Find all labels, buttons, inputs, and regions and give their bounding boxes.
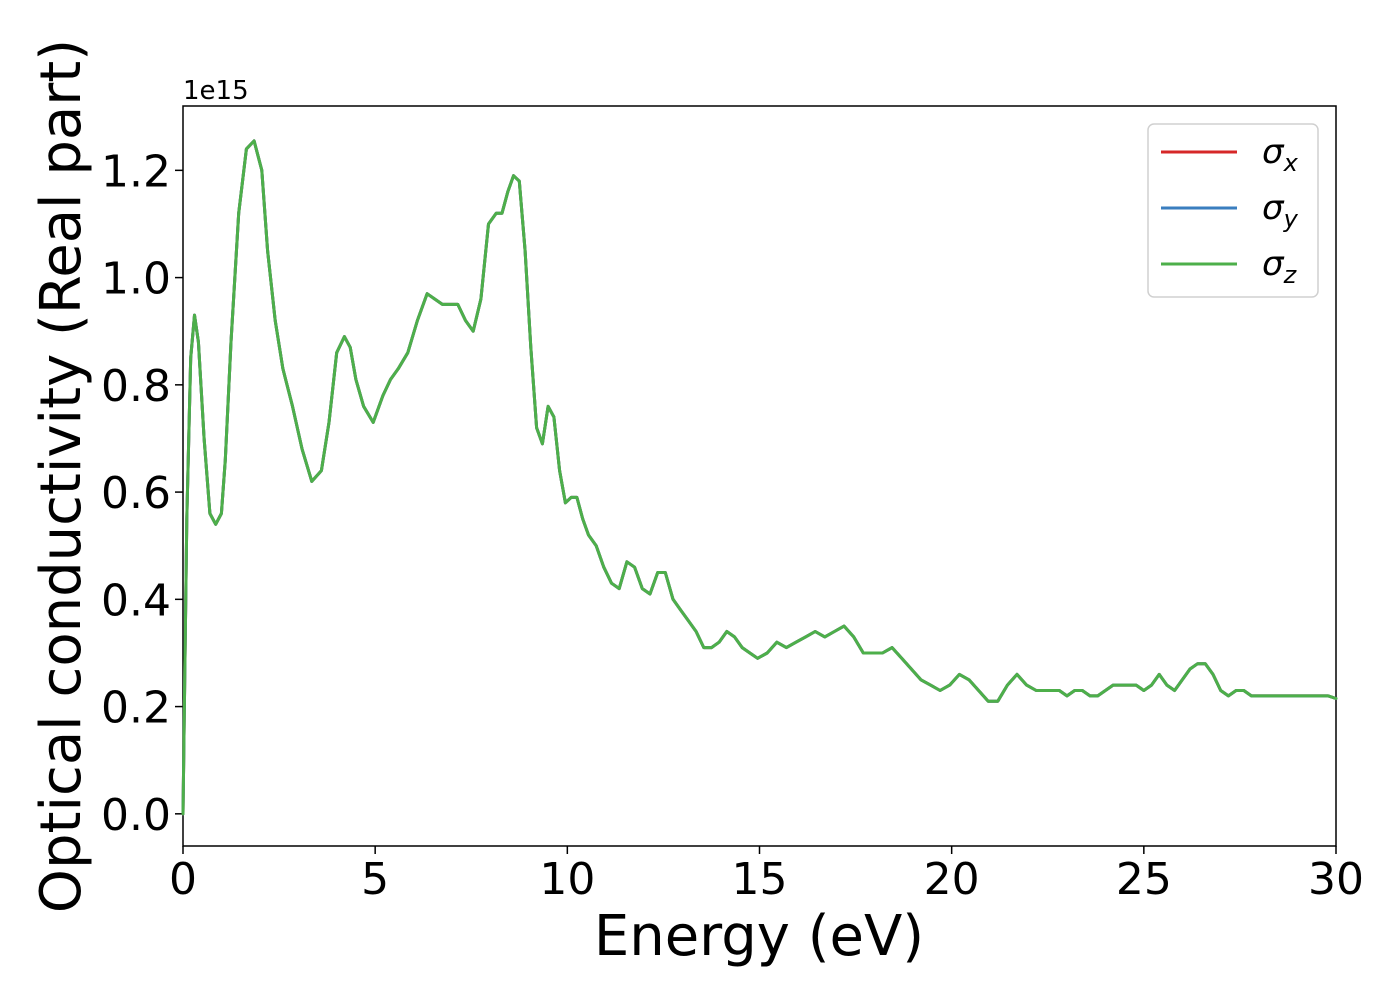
legend-box — [1147, 123, 1319, 298]
plot-area-frame — [182, 105, 1337, 847]
x-axis-ticks: 0 5 10 15 20 25 30 — [169, 846, 1364, 905]
x-tick-label: 20 — [924, 854, 980, 905]
y-axis-offset-label: 1e15 — [183, 76, 249, 106]
x-tick-label: 25 — [1116, 854, 1172, 905]
y-tick-label: 0.2 — [101, 683, 171, 734]
y-tick-label: 0.8 — [101, 361, 171, 412]
y-tick-label: 0.6 — [101, 468, 171, 519]
legend: σx σy σz — [1147, 123, 1319, 298]
y-tick-label: 1.2 — [101, 146, 171, 197]
legend-label-σy: σy — [1262, 188, 1299, 233]
legend-label-σz: σz — [1262, 244, 1298, 289]
x-axis-title: Energy (eV) — [594, 904, 924, 969]
y-axis-ticks: 0.0 0.2 0.4 0.6 0.8 1.0 1.2 — [101, 146, 183, 841]
x-tick-label: 15 — [732, 854, 788, 905]
x-tick-label: 30 — [1308, 854, 1364, 905]
y-tick-label: 0.0 — [101, 790, 171, 841]
x-tick-label: 5 — [361, 854, 389, 905]
series-lines — [181, 139, 1338, 816]
series-line-σz — [181, 139, 1338, 816]
legend-label-σx: σx — [1262, 132, 1299, 177]
y-tick-label: 0.4 — [101, 575, 171, 626]
y-axis-title: Optical conductivity (Real part) — [29, 39, 94, 913]
y-tick-label: 1.0 — [101, 254, 171, 305]
x-tick-label: 0 — [169, 854, 197, 905]
x-tick-label: 10 — [539, 854, 595, 905]
